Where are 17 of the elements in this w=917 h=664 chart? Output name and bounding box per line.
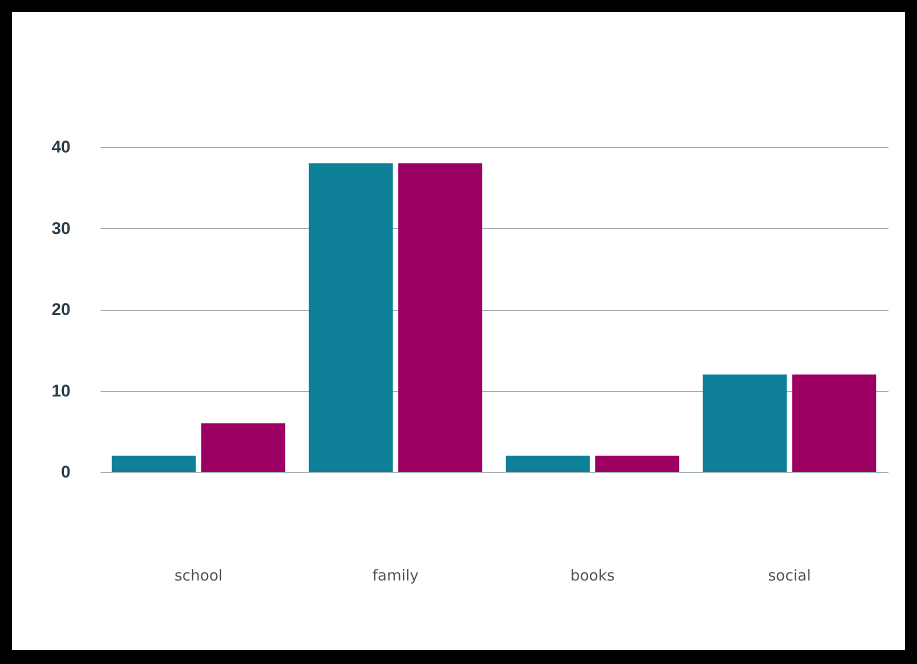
y-tick-label: 0 [61,462,70,482]
bar [308,163,393,472]
x-tick-label: school [174,566,223,584]
y-tick-label: 30 [52,218,70,238]
x-tick-label: family [372,566,419,584]
x-tick-label: books [570,566,615,584]
bar [792,374,876,472]
bar [702,374,787,472]
bar [112,456,196,472]
bar [201,423,286,472]
y-tick-label: 20 [52,300,70,319]
y-tick-label: 10 [52,381,70,400]
bar [506,456,590,472]
x-tick-label: social [768,566,811,584]
bar [398,163,482,472]
y-tick-label: 40 [52,138,70,156]
bar [595,456,680,472]
